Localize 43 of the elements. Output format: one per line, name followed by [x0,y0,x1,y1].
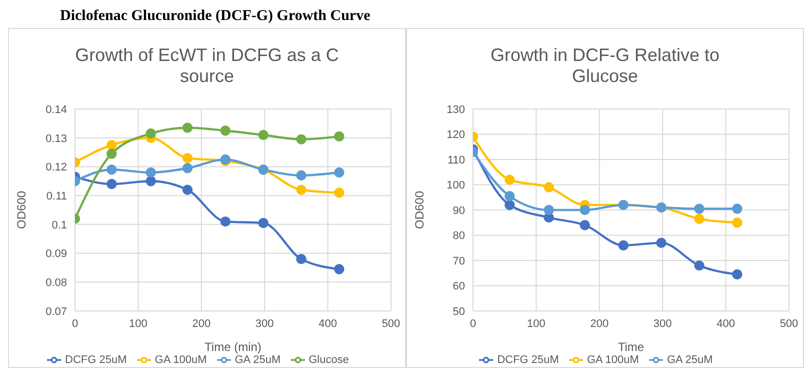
y-tick-label: 0.12 [46,162,67,174]
text: Diclofenac Glucuronide (DCF-G) Growth Curve [59,8,372,26]
x-tick-label: 200 [192,318,211,330]
y-axis-title: OD600 [412,190,426,230]
legend-label: GA 100uM [154,354,207,366]
x-tick-label: 0 [470,318,476,330]
legend-label: GA 100uM [586,354,639,366]
y-tick-label: 60 [452,280,465,293]
legend-label: DCFG 25uM [65,354,127,366]
y-tick-label: 110 [447,154,465,166]
x-axis-title: Time [618,340,644,354]
legend-label: DCFG 25uM [497,354,559,366]
x-tick-label: 200 [590,318,609,330]
x-axis-title: Time (min) [204,340,262,354]
y-tick-label: 90 [452,204,465,217]
y-tick-label: 80 [452,230,465,242]
y-tick-label: 50 [452,306,465,318]
chart-title: Growth of EcWT in DCFG as a C source [74,44,340,88]
x-tick-label: 400 [318,318,337,330]
chart-title: Growth in DCF-G Relative to Glucose [489,44,721,88]
x-tick-label: 100 [129,318,148,330]
legend-label: GA 25uM [234,354,281,366]
y-tick-label: 100 [446,180,465,192]
y-axis-title: OD600 [14,190,28,230]
x-tick-label: 100 [527,318,546,330]
x-tick-label: 500 [382,318,400,330]
legend-label: GA 25uM [666,354,713,366]
y-tick-label: 0.07 [46,306,67,318]
legend-label: Glucose [308,354,349,366]
y-tick-label: 130 [446,104,465,116]
x-tick-label: 500 [780,318,798,330]
x-tick-label: 0 [72,318,78,330]
x-tick-label: 400 [716,318,735,330]
y-tick-label: 0.09 [46,248,67,260]
y-tick-label: 0.1 [52,219,67,232]
y-tick-label: 0.14 [46,104,67,116]
y-tick-label: 0.08 [46,277,67,290]
y-tick-label: 0.13 [46,132,67,145]
x-tick-label: 300 [653,318,672,330]
x-tick-label: 300 [255,318,274,330]
y-tick-label: 0.11 [46,190,67,202]
y-tick-label: 120 [446,129,465,142]
y-tick-label: 70 [452,255,465,268]
